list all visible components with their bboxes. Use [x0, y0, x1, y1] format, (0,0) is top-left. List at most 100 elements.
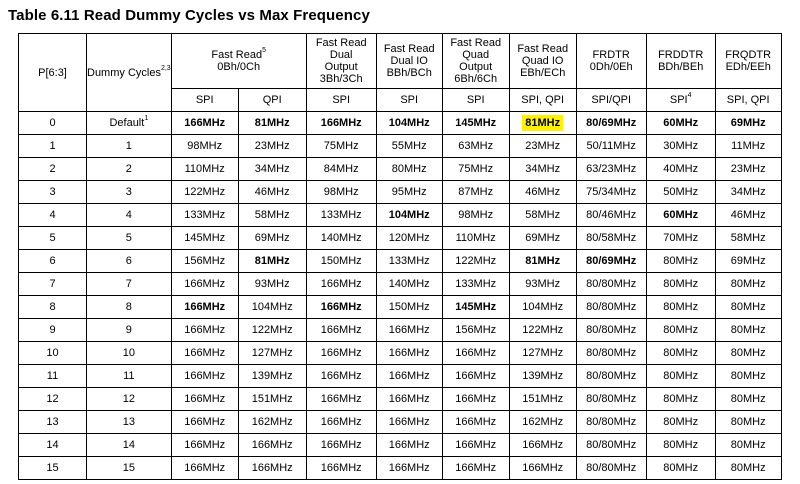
cell-frequency: 80MHz — [714, 387, 782, 411]
cell-frequency: 166MHz — [441, 341, 510, 365]
cell-frequency: 166MHz — [170, 295, 239, 319]
cell-frequency: 166MHz — [375, 433, 443, 457]
cell-frequency: 162MHz — [508, 410, 577, 434]
cell-frequency: 166MHz — [170, 111, 239, 135]
cell-frequency: 166MHz — [305, 410, 377, 434]
cell-frequency: 151MHz — [508, 387, 577, 411]
table-row: 5 5 145MHz 69MHz 140MHz 120MHz 110MHz 69MHz 80/5… — [18, 226, 782, 250]
cell-p-value: 10 — [18, 341, 87, 365]
cell-frequency: 60MHz — [645, 111, 716, 135]
cell-frequency: 84MHz — [305, 157, 377, 181]
cell-frequency: 104MHz — [375, 111, 443, 135]
table-row: 1 1 98MHz 23MHz 75MHz 55MHz 63MHz 23MHz 50/11MHz… — [18, 134, 782, 158]
cell-frequency: 156MHz — [170, 249, 239, 273]
cell-frequency: 80MHz — [714, 272, 782, 296]
cell-frequency: 166MHz — [305, 456, 377, 480]
cell-frequency: 166MHz — [305, 111, 377, 135]
cell-frequency: 145MHz — [441, 295, 510, 319]
cell-dummy-cycles: 9 — [86, 318, 172, 342]
cell-frequency: 69MHz — [237, 226, 307, 250]
cell-frequency: 80MHz — [714, 341, 782, 365]
cell-dummy-cycles: 10 — [86, 341, 172, 365]
header-command-line: 6Bh/6Ch — [454, 73, 498, 85]
cell-frequency: 80/80MHz — [575, 433, 647, 457]
cell-frequency: 81MHz — [508, 249, 577, 273]
header-command-line: Quad IO — [521, 55, 564, 67]
header-p-bits: P[6:3] — [18, 33, 87, 112]
cell-p-value: 0 — [18, 111, 87, 135]
cell-dummy-cycles: 14 — [86, 433, 172, 457]
table-row: 2 2 110MHz 34MHz 84MHz 80MHz 75MHz 34MHz 63/23MH… — [18, 157, 782, 181]
table-row: 12 12 166MHz 151MHz 166MHz 166MHz 166MHz 151MHz… — [18, 387, 782, 411]
header-command-frdtr-0dh-0eh: FRDTR 0Dh/0Eh — [575, 33, 647, 89]
cell-frequency: 93MHz — [508, 272, 577, 296]
cell-dummy-cycles: 5 — [86, 226, 172, 250]
header-mode-cell: SPI — [441, 88, 510, 112]
cell-p-value: 9 — [18, 318, 87, 342]
cell-frequency: 80/80MHz — [575, 341, 647, 365]
cell-frequency: 23MHz — [714, 157, 782, 181]
header-row-commands: P[6:3] Dummy Cycles2,3 Fast Read5 0Bh/0Ch… — [18, 33, 782, 112]
cell-frequency: 133MHz — [170, 203, 239, 227]
cell-frequency: 166MHz — [375, 387, 443, 411]
header-command-line: BDh/BEh — [658, 61, 704, 73]
cell-frequency: 80MHz — [645, 295, 716, 319]
header-command-line: BBh/BCh — [386, 67, 432, 79]
cell-frequency: 87MHz — [441, 180, 510, 204]
cell-frequency: 104MHz — [508, 295, 577, 319]
header-command-line: Fast Read — [383, 43, 435, 55]
cell-frequency: 133MHz — [305, 203, 377, 227]
table-row: 10 10 166MHz 127MHz 166MHz 166MHz 166MHz 127MHz… — [18, 341, 782, 365]
cell-frequency: 80/58MHz — [575, 226, 647, 250]
table-row: 9 9 166MHz 122MHz 166MHz 166MHz 156MHz 122MHz 80… — [18, 318, 782, 342]
cell-frequency: 58MHz — [508, 203, 577, 227]
header-command-line: EBh/ECh — [520, 67, 566, 79]
header-mode-cell: SPI — [375, 88, 443, 112]
cell-frequency: 60MHz — [645, 203, 716, 227]
cell-frequency: 166MHz — [375, 341, 443, 365]
cell-frequency: 139MHz — [237, 364, 307, 388]
cell-dummy-cycles: 8 — [86, 295, 172, 319]
cell-frequency: 122MHz — [441, 249, 510, 273]
table-row: 13 13 166MHz 162MHz 166MHz 166MHz 166MHz 162MHz… — [18, 410, 782, 434]
cell-frequency: 166MHz — [237, 456, 307, 480]
cell-frequency: 166MHz — [305, 433, 377, 457]
cell-frequency: 166MHz — [305, 364, 377, 388]
cell-frequency: 80/80MHz — [575, 364, 647, 388]
cell-frequency: 162MHz — [237, 410, 307, 434]
cell-frequency: 70MHz — [645, 226, 716, 250]
cell-frequency: 166MHz — [441, 387, 510, 411]
table-row: 8 8 166MHz 104MHz 166MHz 150MHz 145MHz 104MHz 80… — [18, 295, 782, 319]
cell-frequency: 58MHz — [714, 226, 782, 250]
cell-p-value: 13 — [18, 410, 87, 434]
cell-frequency: 166MHz — [305, 387, 377, 411]
cell-frequency: 122MHz — [508, 318, 577, 342]
cell-frequency: 166MHz — [305, 341, 377, 365]
cell-p-value: 12 — [18, 387, 87, 411]
cell-frequency: 166MHz — [170, 364, 239, 388]
cell-frequency: 81MHz — [237, 111, 307, 135]
cell-frequency: 80MHz — [645, 318, 716, 342]
cell-frequency: 166MHz — [237, 433, 307, 457]
cell-frequency: 80/80MHz — [575, 318, 647, 342]
cell-frequency: 40MHz — [645, 157, 716, 181]
cell-frequency: 80MHz — [714, 456, 782, 480]
cell-frequency: 98MHz — [170, 134, 239, 158]
cell-frequency: 80/69MHz — [575, 249, 647, 273]
table-row: 7 7 166MHz 93MHz 166MHz 140MHz 133MHz 93MHz 80/8… — [18, 272, 782, 296]
cell-dummy-cycles: 6 — [86, 249, 172, 273]
cell-frequency: 98MHz — [441, 203, 510, 227]
cell-dummy-cycles: 13 — [86, 410, 172, 434]
header-command-frddtr-bdh-beh: FRDDTR BDh/BEh — [645, 33, 716, 89]
header-command-line: Fast Read5 — [211, 47, 267, 61]
cell-frequency: 80MHz — [645, 410, 716, 434]
cell-frequency: 133MHz — [375, 249, 443, 273]
header-command-line: Fast Read — [450, 37, 502, 49]
cell-frequency: 81MHz — [508, 111, 577, 135]
cell-frequency: 166MHz — [375, 410, 443, 434]
cell-frequency: 80MHz — [645, 456, 716, 480]
cell-frequency: 55MHz — [375, 134, 443, 158]
cell-frequency: 166MHz — [305, 272, 377, 296]
cell-frequency: 63/23MHz — [575, 157, 647, 181]
header-command-line: Output — [324, 61, 358, 73]
